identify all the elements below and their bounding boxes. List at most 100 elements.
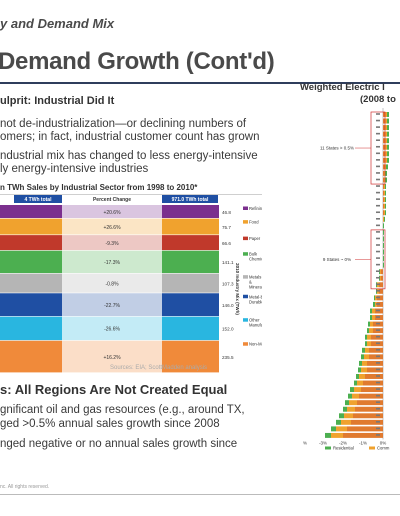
x-tick-label: -1% (359, 441, 367, 446)
table-header-label: 4 TWh total (25, 197, 53, 203)
residential-bar (368, 321, 370, 327)
commercial-bar (367, 341, 371, 347)
state-label-mark (376, 152, 380, 155)
industrial-bar (367, 367, 383, 373)
residential-bar (387, 138, 389, 144)
state-label-mark (376, 231, 380, 233)
heading-regions: s: All Regions Are Not Created Equal (0, 382, 228, 397)
state-growth-chart: 11 States > 0.5% 9 States ~ 0% -4% -3% -2% -1… (299, 108, 400, 458)
residential-bar (385, 184, 386, 189)
industrial-bar (379, 282, 383, 288)
residential-bar (387, 144, 389, 150)
state-label-mark (376, 250, 380, 253)
residential-bar (383, 262, 384, 268)
x-tick-label: 0% (380, 441, 387, 446)
legend-label: Food (249, 220, 259, 225)
commercial-bar (380, 275, 381, 281)
industrial-bar (383, 203, 384, 209)
commercial-bar (384, 177, 385, 183)
industrial-bar (383, 131, 385, 137)
legend-label: Minerals** (249, 285, 262, 290)
table-header-label: 971.0 TWh total (172, 197, 209, 203)
commercial-bar (359, 374, 365, 379)
industrial-bar (357, 400, 383, 406)
industrial-bar (383, 138, 385, 144)
commercial-bar (384, 190, 385, 196)
residential-bar (325, 432, 331, 438)
industrial-bar (359, 393, 383, 399)
state-label-mark (376, 303, 380, 305)
state-label-mark (376, 368, 380, 371)
sector-bar-1998 (0, 293, 62, 317)
state-label-mark (376, 139, 380, 141)
state-growth-chart-svg: 11 States > 0.5% 9 States ~ 0% -4% -3% -2% -1… (299, 108, 390, 451)
paragraph-1-line-1: not de-industrialization—or declining nu… (0, 118, 247, 130)
state-label-mark (376, 355, 380, 358)
legend-label: Chemical (249, 257, 262, 262)
table-header-label: Percent Change (93, 197, 131, 203)
commercial-bar (331, 432, 343, 438)
commercial-bar (384, 184, 385, 189)
residential-bar (350, 387, 354, 393)
paragraph-3-line-2: ged >0.5% annual sales growth since 2008 (0, 418, 220, 430)
residential-bar (354, 380, 357, 386)
residential-bar (359, 360, 362, 366)
state-label-mark (376, 165, 380, 168)
residential-bar (384, 216, 385, 222)
commercial-bar (385, 157, 387, 163)
value-2010-label: 75.7 (222, 225, 231, 230)
residential-bar (385, 203, 386, 209)
paragraph-3-line-1: gnificant oil and gas resources (e.g., a… (0, 404, 245, 416)
commercial-bar (347, 406, 355, 412)
residential-bar (343, 406, 347, 412)
industrial-bar (383, 210, 384, 216)
residential-bar (383, 256, 384, 262)
value-2010-label: 235.5 (222, 355, 234, 360)
legend-swatch (243, 220, 248, 224)
group-label: 11 States > 0.5% (320, 146, 354, 151)
sector-bar-2010 (162, 273, 219, 293)
percent-change-label: -17.3% (104, 260, 120, 266)
state-label-mark (376, 349, 380, 351)
residential-bar (383, 249, 384, 255)
state-label-mark (376, 276, 380, 279)
commercial-bar (385, 131, 387, 137)
commercial-bar (367, 334, 371, 340)
industrial-bar (361, 387, 383, 393)
commercial-bar (349, 400, 357, 406)
sector-connector-band (62, 316, 162, 341)
legend-swatch (243, 318, 248, 322)
state-label-mark (376, 185, 380, 187)
percent-change-label: -0.8% (105, 281, 119, 287)
state-label-mark (376, 375, 380, 377)
state-label-mark (376, 159, 380, 161)
commercial-bar (369, 328, 373, 334)
copyright-notice: nc. All rights reserved. (0, 484, 50, 490)
residential-bar (383, 243, 384, 248)
legend-label: Refining (249, 206, 262, 211)
right-chart-title-line1: Weighted Electric I (300, 82, 385, 93)
residential-bar (385, 197, 386, 203)
heading-culprit: ulprit: Industrial Did It (0, 95, 115, 107)
state-label-mark (376, 296, 380, 299)
industrial-bar (383, 177, 384, 183)
industrial-bar (383, 184, 384, 189)
legend-swatch (243, 206, 248, 210)
sector-bar-2010 (162, 205, 219, 219)
industrial-bar (367, 360, 383, 366)
sector-bar-2010 (162, 293, 219, 317)
residential-bar (370, 315, 372, 320)
percent-change-label: -22.7% (104, 303, 120, 309)
commercial-bar (352, 393, 359, 399)
industrial-bar (383, 197, 384, 203)
value-2010-label: 66.6 (222, 241, 231, 246)
sector-bar-1998 (0, 250, 62, 274)
commercial-bar (364, 354, 369, 360)
state-label-mark (376, 283, 380, 286)
commercial-bar (385, 125, 387, 131)
legend-swatch (243, 294, 248, 299)
commercial-bar (357, 380, 363, 386)
legend-swatch (243, 342, 248, 346)
commercial-bar (383, 216, 384, 222)
percent-change-label: +20.6% (103, 210, 121, 216)
